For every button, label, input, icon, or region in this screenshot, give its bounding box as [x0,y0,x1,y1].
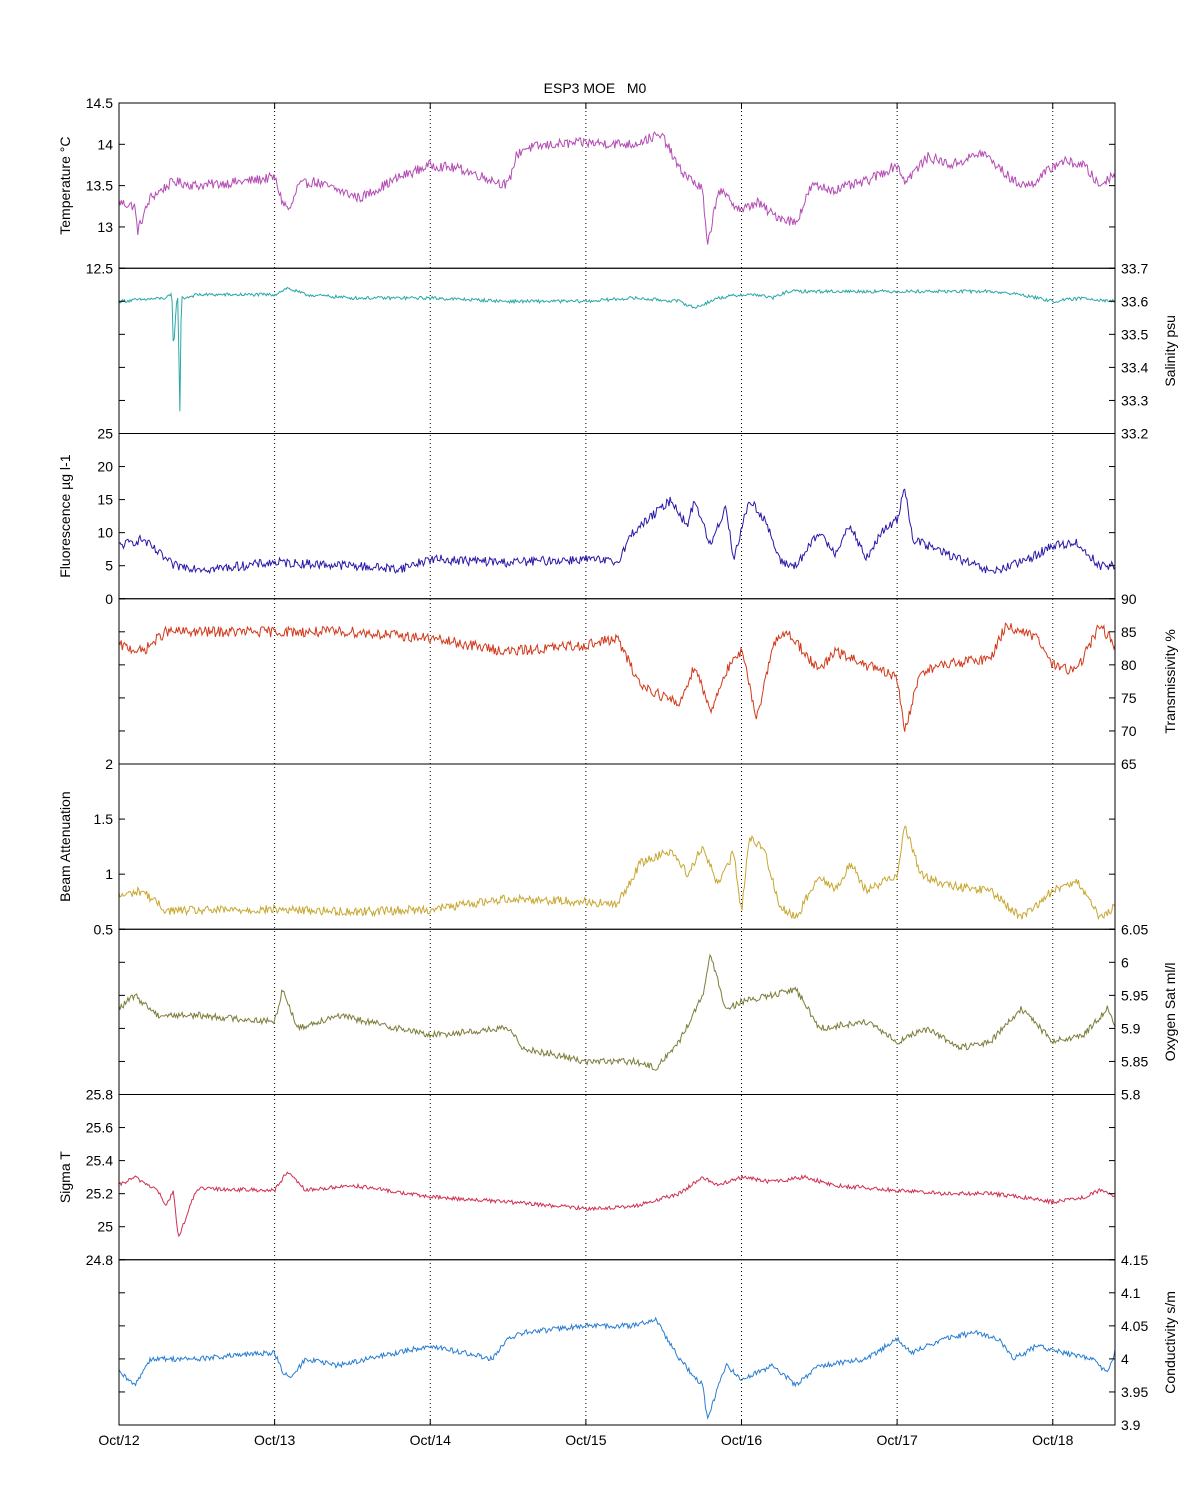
y-tick-label-sigma-t-3: 25.4 [86,1153,113,1169]
x-tick-label-oct-18: Oct/18 [1032,1432,1073,1448]
x-tick-label-oct-14: Oct/14 [410,1432,451,1448]
y-tick-label-oxygen-sat-ml-l-3: 5.95 [1121,987,1148,1003]
y-tick-label-transmissivity-0: 65 [1121,756,1137,772]
y-tick-label-fluorescence-g-l-1-5: 25 [97,426,113,442]
y-tick-label-salinity-psu-1: 33.3 [1121,392,1148,408]
y-tick-label-sigma-t-1: 25 [97,1219,113,1235]
y-tick-label-temperature-c-0: 12.5 [86,260,113,276]
y-tick-label-salinity-psu-5: 33.7 [1121,260,1148,276]
y-tick-label-salinity-psu-0: 33.2 [1121,426,1148,442]
y-tick-label-transmissivity-1: 70 [1121,723,1137,739]
y-tick-label-conductivity-s-m-0: 3.9 [1121,1417,1141,1433]
x-tick-label-oct-12: Oct/12 [98,1432,139,1448]
series-line-fluorescence-g-l-1 [118,488,1116,575]
y-axis-label-beam-attenuation: Beam Attenuation [57,791,73,902]
y-tick-label-beam-attenuation-0: 0.5 [94,921,114,937]
y-tick-label-oxygen-sat-ml-l-0: 5.8 [1121,1087,1141,1103]
panel-temperature-c: 12.5 13 13.5 14 14.5 Temperature °C [57,95,1116,276]
y-tick-label-sigma-t-0: 24.8 [86,1252,113,1268]
y-axis-label-fluorescence-g-l-1: Fluorescence µg l-1 [57,454,73,577]
y-tick-label-beam-attenuation-3: 2 [105,756,113,772]
series-line-conductivity-s-m [118,1316,1116,1420]
x-tick-label-oct-17: Oct/17 [877,1432,918,1448]
y-tick-label-fluorescence-g-l-1-4: 20 [97,459,113,475]
y-axis-label-sigma-t: Sigma T [57,1151,73,1203]
panel-beam-attenuation: 0.5 1 1.5 2 Beam Attenuation [57,756,1116,937]
y-tick-label-temperature-c-4: 14.5 [86,95,113,111]
y-tick-label-fluorescence-g-l-1-2: 10 [97,525,113,541]
y-tick-label-temperature-c-2: 13.5 [86,178,113,194]
y-tick-label-temperature-c-1: 13 [97,219,113,235]
x-tick-label-oct-16: Oct/16 [721,1432,762,1448]
y-axis-label-transmissivity: Transmissivity % [1162,629,1178,734]
panel-oxygen-sat-ml-l: 5.8 5.85 5.9 5.95 6 6.05 Oxygen Sat ml/l [118,921,1178,1103]
y-tick-label-sigma-t-4: 25.6 [86,1120,113,1136]
y-tick-label-oxygen-sat-ml-l-1: 5.85 [1121,1053,1148,1069]
y-tick-label-beam-attenuation-2: 1.5 [94,811,114,827]
panel-conductivity-s-m: 3.9 3.95 4 4.05 4.1 4.15 Conductivity s/m [118,1252,1178,1433]
y-tick-label-conductivity-s-m-5: 4.15 [1121,1252,1148,1268]
y-tick-label-sigma-t-2: 25.2 [86,1186,113,1202]
y-tick-label-temperature-c-3: 14 [97,136,113,152]
y-tick-label-transmissivity-3: 80 [1121,657,1137,673]
series-line-salinity-psu [118,286,1116,412]
y-tick-label-oxygen-sat-ml-l-4: 6 [1121,954,1129,970]
figure-title: ESP3 MOE M0 [544,80,647,96]
y-tick-label-conductivity-s-m-3: 4.05 [1121,1318,1148,1334]
y-axis-label-conductivity-s-m: Conductivity s/m [1162,1291,1178,1394]
y-tick-label-fluorescence-g-l-1-1: 5 [105,558,113,574]
series-line-transmissivity [118,622,1116,732]
y-axis-label-oxygen-sat-ml-l: Oxygen Sat ml/l [1162,962,1178,1061]
y-tick-label-fluorescence-g-l-1-3: 15 [97,492,113,508]
y-tick-label-salinity-psu-4: 33.6 [1121,293,1148,309]
y-tick-label-sigma-t-5: 25.8 [86,1087,113,1103]
y-tick-label-fluorescence-g-l-1-0: 0 [105,591,113,607]
y-axis-label-salinity-psu: Salinity psu [1162,315,1178,387]
y-tick-label-transmissivity-4: 85 [1121,624,1137,640]
panel-frame-conductivity-s-m [118,1259,1116,1426]
y-tick-label-salinity-psu-2: 33.4 [1121,359,1148,375]
y-tick-label-oxygen-sat-ml-l-2: 5.9 [1121,1020,1141,1036]
y-tick-label-conductivity-s-m-2: 4 [1121,1351,1129,1367]
x-tick-label-oct-15: Oct/15 [565,1432,606,1448]
x-tick-label-oct-13: Oct/13 [254,1432,295,1448]
y-tick-label-transmissivity-5: 90 [1121,591,1137,607]
series-line-beam-attenuation [118,825,1116,921]
y-tick-label-beam-attenuation-1: 1 [105,866,113,882]
y-axis-label-temperature-c: Temperature °C [57,137,73,235]
series-line-temperature-c [118,131,1116,245]
series-line-oxygen-sat-ml-l [118,953,1116,1071]
y-tick-label-conductivity-s-m-4: 4.1 [1121,1285,1141,1301]
panel-fluorescence-g-l-1: 0 5 10 15 20 25 Fluorescence µg l-1 [57,426,1116,607]
panel-transmissivity: 65 70 75 80 85 90 Transmissivity % [118,591,1178,772]
y-tick-label-transmissivity-2: 75 [1121,690,1137,706]
y-tick-label-salinity-psu-3: 33.5 [1121,326,1148,342]
y-tick-label-conductivity-s-m-1: 3.95 [1121,1384,1148,1400]
series-line-sigma-t [118,1171,1116,1238]
y-tick-label-oxygen-sat-ml-l-5: 6.05 [1121,921,1148,937]
